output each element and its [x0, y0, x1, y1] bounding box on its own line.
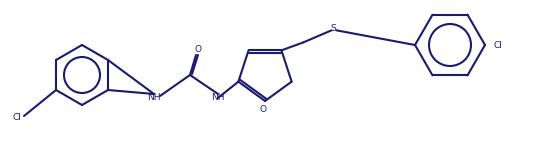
Text: O: O [195, 46, 201, 54]
Text: Cl: Cl [13, 113, 21, 122]
Text: NH: NH [147, 93, 160, 102]
Text: O: O [259, 105, 267, 114]
Text: S: S [331, 24, 336, 33]
Text: NH: NH [211, 93, 225, 102]
Text: Cl: Cl [493, 40, 502, 49]
